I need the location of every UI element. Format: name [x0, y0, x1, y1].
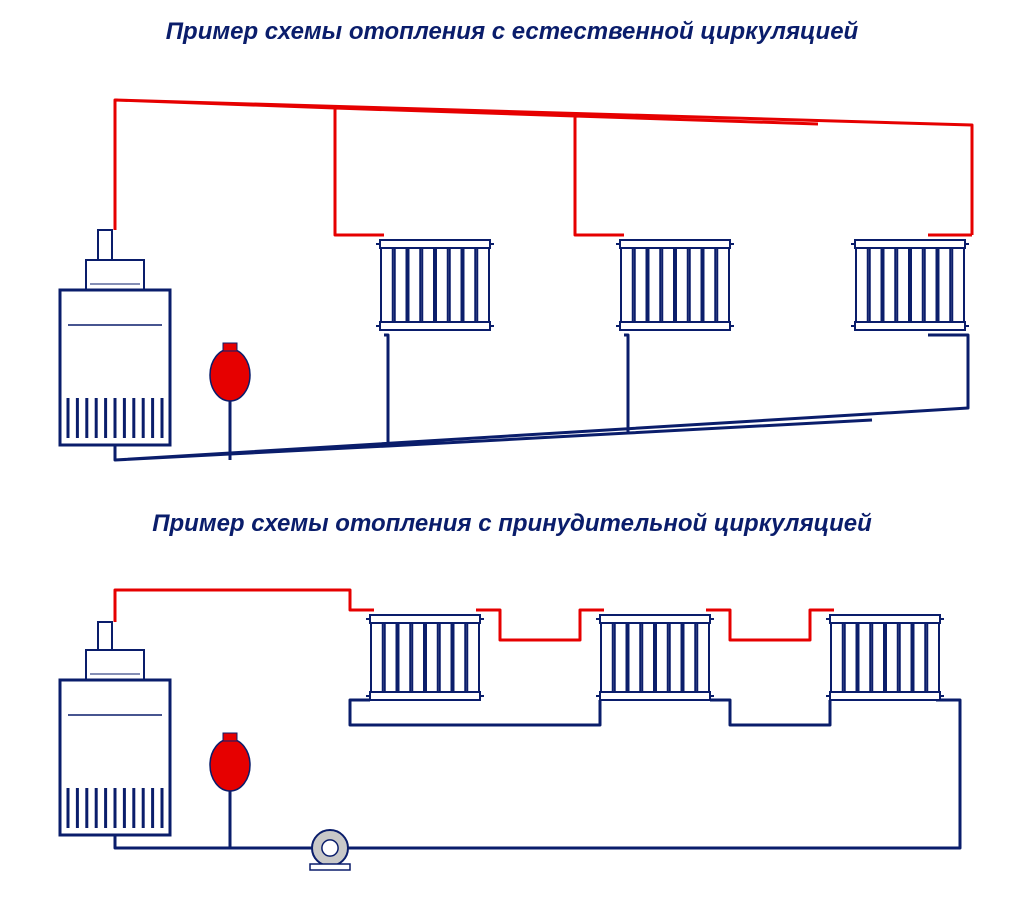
diagram-forced [0, 560, 1024, 890]
diagram-natural [0, 60, 1024, 480]
title-natural: Пример схемы отопления с естественной ци… [0, 18, 1024, 46]
title-forced: Пример схемы отопления с принудительной … [0, 510, 1024, 538]
